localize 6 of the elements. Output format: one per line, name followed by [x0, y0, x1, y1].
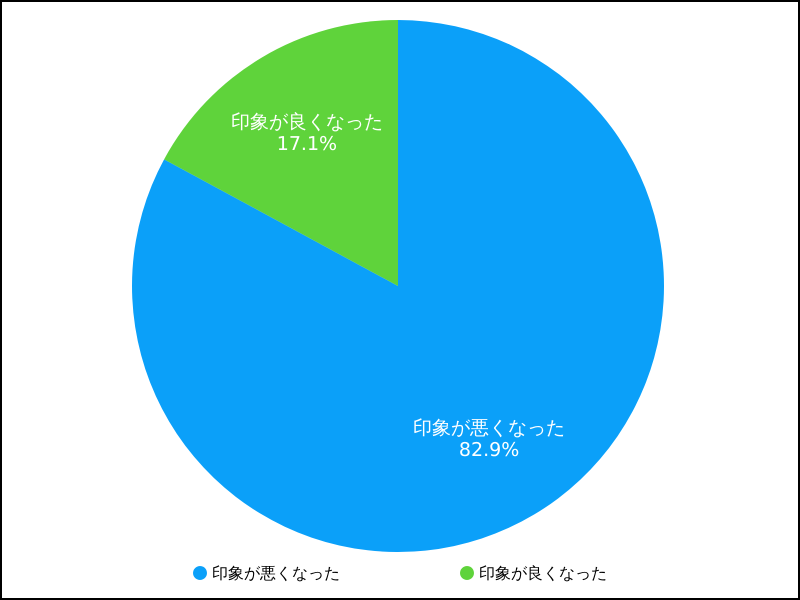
legend-label: 印象が悪くなった — [212, 564, 340, 582]
legend-label: 印象が良くなった — [479, 564, 607, 582]
slice-label: 印象が悪くなった — [413, 416, 566, 439]
data-label: 82.9% — [458, 438, 520, 461]
data-label: 17.1% — [276, 133, 338, 156]
slice-label: 印象が良くなった — [230, 111, 383, 134]
